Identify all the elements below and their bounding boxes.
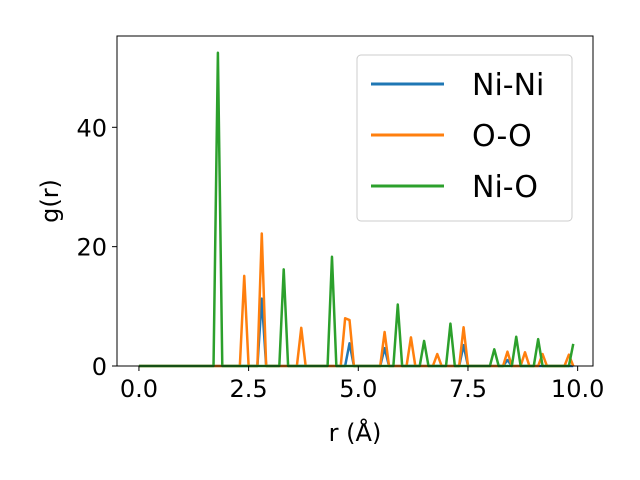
x-axis: 0.0 2.5 5.0 7.5 10.0 — [120, 366, 604, 403]
y-tick-label: 40 — [76, 114, 107, 142]
legend-label-ni-o: Ni-O — [472, 170, 538, 205]
plot-frame — [116, 35, 594, 367]
y-tick-label: 20 — [76, 234, 107, 262]
x-tick-label: 5.0 — [339, 375, 377, 403]
legend-label-o-o: O-O — [472, 119, 532, 154]
x-tick-label: 7.5 — [449, 375, 487, 403]
y-axis-title: g(r) — [36, 179, 64, 223]
x-axis-title: r (Å) — [329, 418, 382, 447]
legend-box — [356, 54, 573, 222]
legend: Ni-Ni O-O Ni-O — [356, 54, 573, 222]
x-tick-label: 10.0 — [551, 375, 604, 403]
y-tick-label: 0 — [92, 353, 107, 381]
y-axis: 0 20 40 — [76, 114, 117, 381]
x-tick-label: 2.5 — [230, 375, 268, 403]
x-tick-label: 0.0 — [120, 375, 158, 403]
legend-label-ni-ni: Ni-Ni — [472, 68, 544, 103]
